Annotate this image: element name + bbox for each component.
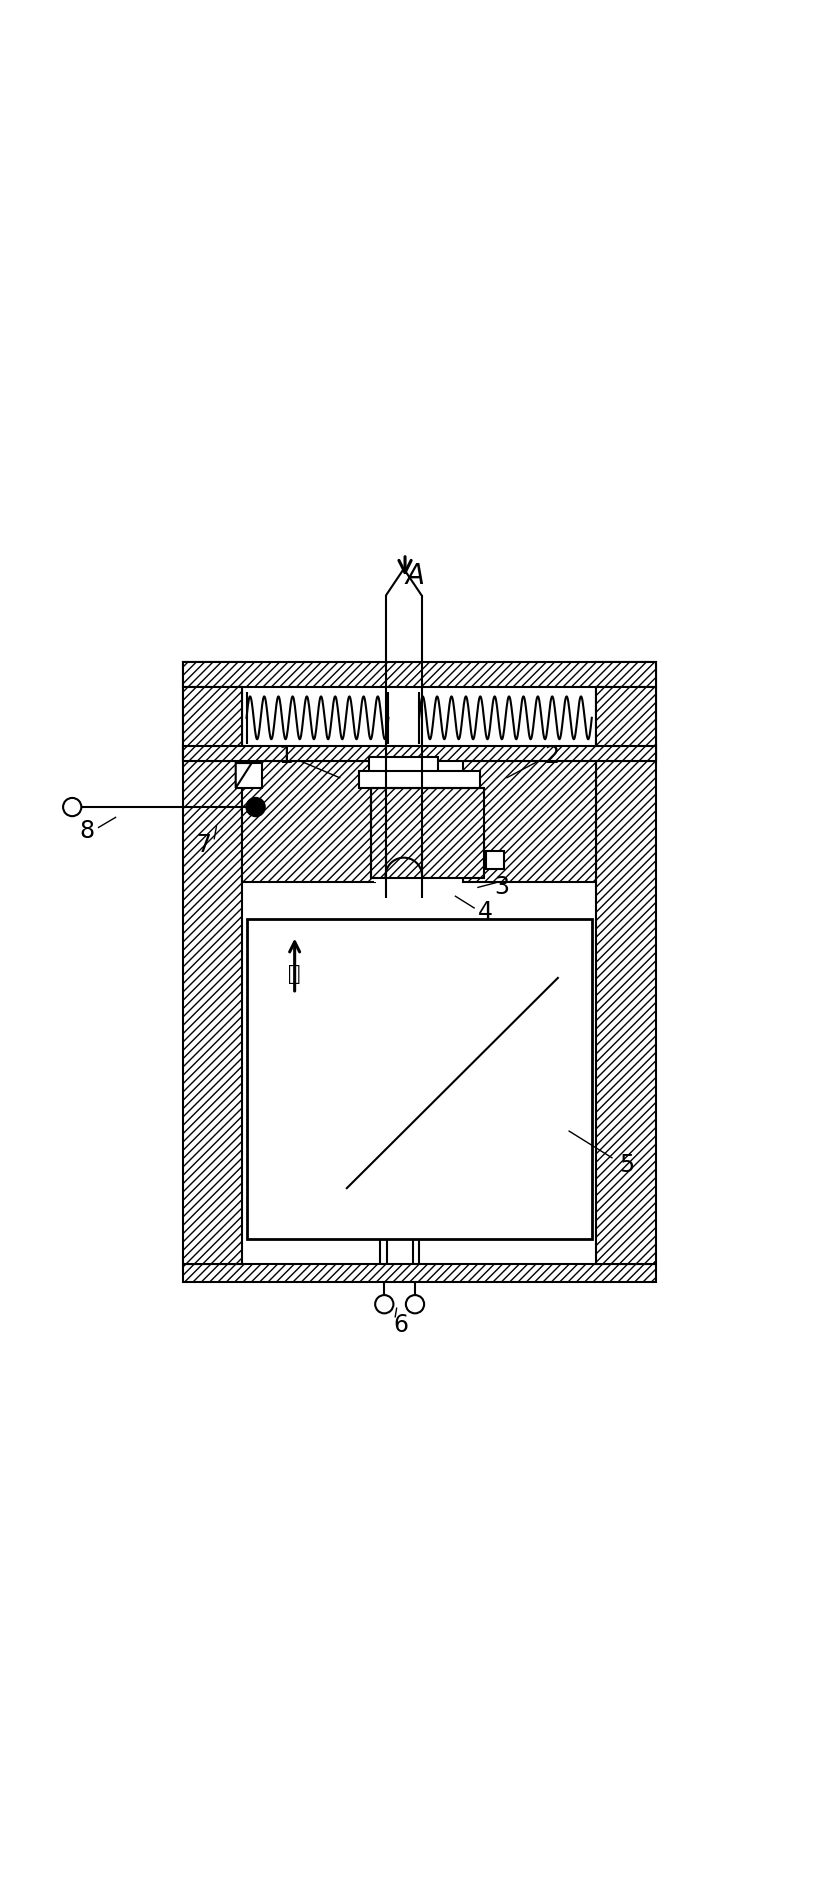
Text: 7: 7 (196, 833, 211, 858)
Bar (463, 761, 596, 882)
Bar (596, 663, 656, 1264)
Bar (596, 688, 656, 761)
Text: 3: 3 (495, 875, 510, 899)
Text: 5: 5 (619, 1152, 634, 1177)
Circle shape (63, 799, 81, 816)
Bar (242, 688, 596, 761)
Text: 8: 8 (80, 818, 95, 842)
Circle shape (375, 1296, 393, 1313)
Bar (183, 663, 242, 1264)
Bar (183, 688, 242, 761)
Text: 1: 1 (279, 744, 294, 767)
Bar (242, 761, 375, 882)
Bar (183, 746, 656, 761)
Bar (236, 763, 262, 788)
Bar (183, 663, 656, 688)
Bar (369, 757, 438, 780)
Bar (371, 788, 484, 878)
Circle shape (406, 1296, 424, 1313)
Bar (374, 761, 434, 882)
Text: 推: 推 (288, 963, 301, 984)
Bar (183, 1264, 656, 1283)
Text: 6: 6 (393, 1313, 408, 1336)
Text: A: A (406, 561, 424, 589)
Text: 4: 4 (478, 899, 493, 924)
Bar (247, 920, 592, 1239)
Bar (486, 852, 504, 869)
Bar (359, 773, 480, 788)
Circle shape (247, 799, 265, 816)
Polygon shape (236, 763, 251, 788)
Text: 2: 2 (544, 744, 559, 767)
